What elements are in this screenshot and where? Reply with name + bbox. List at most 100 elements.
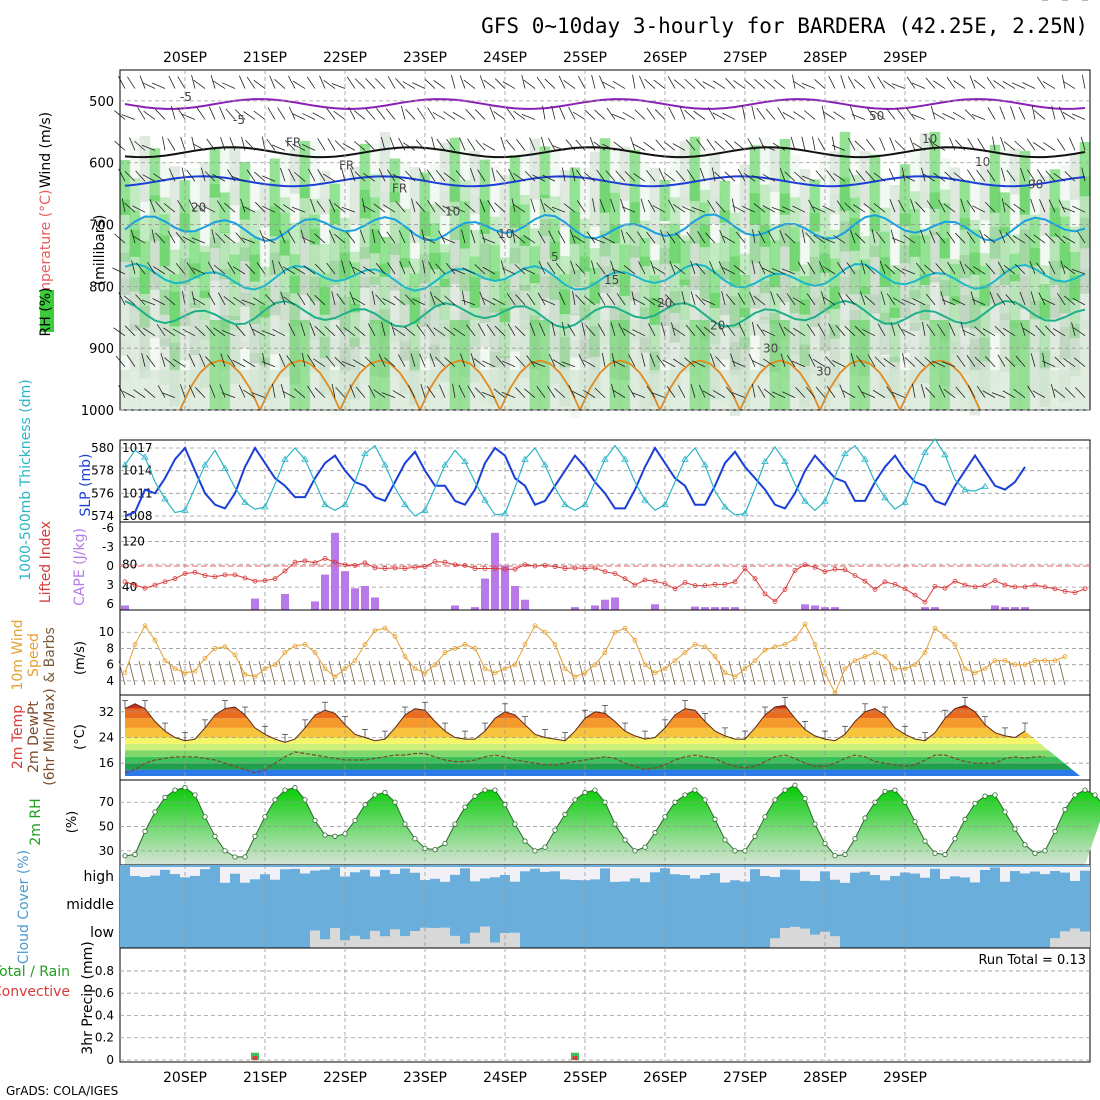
- rh2m-marker: [972, 800, 978, 807]
- li-marker: [792, 568, 798, 573]
- contour-label: 50: [869, 109, 884, 123]
- wind-barb: [232, 266, 246, 275]
- rh-shade: [299, 275, 311, 324]
- wind-barb: [698, 384, 706, 398]
- rh-shade: [499, 307, 511, 359]
- wind-barb: [793, 111, 806, 120]
- rh-shade: [129, 177, 141, 257]
- li-marker: [692, 583, 698, 589]
- date-label-top: 28SEP: [803, 50, 847, 66]
- cape-bar: [651, 604, 659, 610]
- cape-tick: 80: [122, 557, 137, 571]
- wind-barb: [672, 143, 686, 151]
- rh-shade: [199, 205, 211, 253]
- li-marker: [882, 579, 888, 585]
- wind-barb: [346, 231, 356, 244]
- li-marker: [602, 569, 608, 575]
- li-marker: [122, 579, 128, 585]
- cloud-high-gap: [870, 867, 880, 875]
- wind-barb: [686, 231, 696, 244]
- temp2m-band: [125, 727, 1085, 738]
- rh-shade: [559, 209, 571, 275]
- rh2m-marker: [442, 840, 448, 847]
- wind-barb: [974, 326, 986, 337]
- wind-barb: [526, 355, 536, 367]
- rh-shade-low: [939, 320, 951, 410]
- rh-shade: [719, 210, 731, 280]
- dewpt-line: [124, 751, 1045, 774]
- wind-barb: [501, 392, 516, 399]
- wind-barb: [567, 323, 576, 337]
- wind10m-barb: [508, 660, 516, 686]
- wind-barb: [514, 325, 526, 337]
- wind-barb: [737, 292, 746, 306]
- rh-shade-low: [729, 370, 741, 410]
- isotherm-warm-arc: [259, 359, 341, 411]
- rh2m-marker: [342, 831, 348, 837]
- wind-barb: [479, 291, 486, 306]
- wind-barb: [632, 329, 646, 337]
- rh-shade: [349, 303, 361, 347]
- wind-barb: [506, 107, 516, 120]
- rh-shade: [819, 302, 831, 352]
- rh-shade: [939, 158, 951, 204]
- wind-barb: [836, 200, 846, 213]
- rh-shade: [479, 305, 491, 348]
- wind-barb: [1077, 231, 1086, 244]
- wind10m-marker: [902, 666, 908, 672]
- wind-barb: [693, 110, 706, 120]
- wind-barb: [280, 167, 286, 182]
- wind-barb: [781, 268, 796, 275]
- wind10m-marker: [482, 666, 488, 672]
- wind10m-barb: [228, 660, 236, 686]
- wind-barb: [860, 291, 866, 306]
- wind-barb: [523, 234, 536, 244]
- wind-barb: [563, 79, 576, 89]
- wind-barb: [365, 78, 376, 89]
- wind-barb: [941, 299, 956, 306]
- wind10m-barb: [458, 660, 466, 686]
- wind-barb: [854, 79, 866, 89]
- cloud-high-gap: [220, 867, 230, 883]
- rh2m-marker: [502, 802, 508, 808]
- wind-barb: [252, 328, 266, 337]
- rh-shade: [839, 221, 851, 295]
- wind10m-marker: [372, 628, 378, 633]
- wind-barb: [634, 109, 646, 120]
- rh2m-marker: [1062, 806, 1068, 813]
- wind-barb: [400, 105, 406, 120]
- rh-shade: [369, 174, 381, 254]
- wind10m-barb: [1058, 660, 1066, 686]
- wind10m-barb: [678, 660, 686, 686]
- wind-barb: [669, 260, 676, 275]
- wind-barb: [943, 388, 956, 398]
- wind10m-barb: [128, 660, 136, 686]
- wind-barb: [539, 322, 546, 336]
- wind-barb: [334, 140, 346, 151]
- wind-barb: [245, 263, 256, 275]
- wind-barb: [297, 292, 306, 306]
- wind-barb: [1081, 167, 1086, 182]
- li-marker: [152, 582, 158, 588]
- wind-barb: [1042, 81, 1056, 89]
- wind-barb: [506, 293, 516, 306]
- wind-barb: [405, 108, 416, 120]
- wind-barb: [267, 107, 276, 120]
- wind-barb: [722, 235, 736, 244]
- wind-barb: [925, 387, 936, 398]
- wind10m-barb: [448, 660, 456, 686]
- rh-shade-low: [649, 370, 661, 410]
- wind-barb: [970, 291, 976, 306]
- wind-barb: [288, 323, 296, 337]
- rh-shade: [179, 213, 191, 286]
- rh-shade: [489, 216, 501, 281]
- wind-barb: [245, 139, 256, 151]
- wind-barb: [644, 78, 656, 89]
- li-marker: [802, 562, 808, 568]
- rh-shade: [969, 252, 981, 329]
- wind-barb: [494, 325, 506, 337]
- li-marker: [732, 579, 738, 585]
- wind-barb: [341, 206, 356, 213]
- wind-barb: [808, 199, 816, 213]
- wind-barb: [127, 76, 136, 89]
